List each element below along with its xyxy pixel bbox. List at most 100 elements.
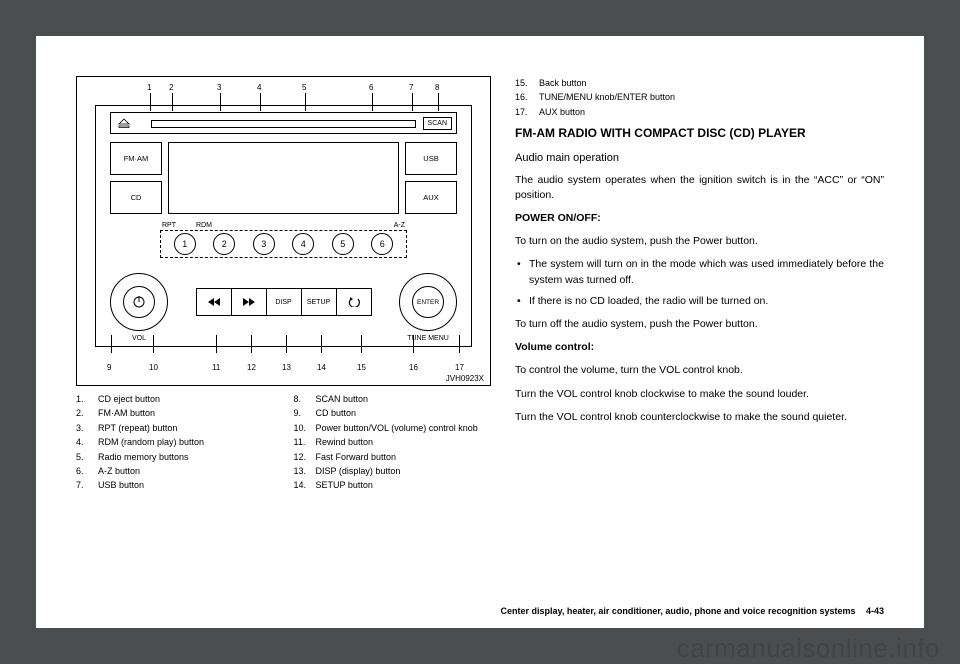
leader-line — [459, 335, 460, 353]
page-footer: Center display, heater, air conditioner,… — [76, 606, 884, 616]
legend-number: 2. — [76, 406, 92, 420]
usb-button: USB — [405, 142, 457, 175]
callout-number: 12 — [247, 363, 256, 372]
heading-power-text: POWER ON/OFF: — [515, 212, 601, 224]
callout-number: 10 — [149, 363, 158, 372]
leader-line — [413, 335, 414, 353]
left-column: 12345678 SCAN FM·AM CD USB — [76, 76, 491, 608]
legend-item: 14.SETUP button — [294, 478, 492, 492]
bullet-item: If there is no CD loaded, the radio will… — [515, 294, 884, 309]
legend-number: 10. — [294, 421, 310, 435]
legend-item: 12.Fast Forward button — [294, 450, 492, 464]
paragraph: Turn the VOL control knob clockwise to m… — [515, 387, 884, 402]
leader-line — [321, 335, 322, 353]
callout-number: 8 — [435, 83, 439, 92]
legend-item: 10.Power button/VOL (volume) control kno… — [294, 421, 492, 435]
legend-item: 9.CD button — [294, 406, 492, 420]
legend-col-2: 8.SCAN button9.CD button10.Power button/… — [294, 392, 492, 493]
heading-volume-text: Volume control: — [515, 341, 594, 353]
legend-item: 6.A-Z button — [76, 464, 274, 478]
legend-text: TUNE/MENU knob/ENTER button — [539, 90, 675, 104]
callout-number: 6 — [369, 83, 373, 92]
legend-text: DISP (display) button — [316, 464, 401, 478]
leader-line — [260, 93, 261, 111]
callout-number: 5 — [302, 83, 306, 92]
legend-continued: 15.Back button16.TUNE/MENU knob/ENTER bu… — [515, 76, 884, 119]
leader-line — [216, 335, 217, 353]
legend-number: 8. — [294, 392, 310, 406]
heading-power: POWER ON/OFF: — [515, 211, 884, 226]
az-label: A-Z — [394, 222, 405, 229]
screen-row: FM·AM CD USB AUX — [110, 142, 457, 214]
legend-number: 3. — [76, 421, 92, 435]
legend-text: CD button — [316, 406, 357, 420]
leader-line — [286, 335, 287, 353]
rdm-label: RDM — [196, 222, 212, 229]
paragraph: The audio system operates when the ignit… — [515, 173, 884, 203]
paragraph: To control the volume, turn the VOL cont… — [515, 363, 884, 378]
section-title: FM-AM RADIO WITH COMPACT DISC (CD) PLAYE… — [515, 125, 884, 142]
cd-button: CD — [110, 181, 162, 214]
legend-item: 2. FM·AM button — [76, 406, 274, 420]
vol-label: VOL — [111, 335, 167, 342]
paragraph: Turn the VOL control knob counterclockwi… — [515, 410, 884, 425]
preset-labels: RPT RDM A-Z — [160, 222, 407, 229]
legend-text: RDM (random play) button — [98, 435, 204, 449]
legend-number: 7. — [76, 478, 92, 492]
enter-button: ENTER — [412, 286, 444, 318]
legend-item: 4.RDM (random play) button — [76, 435, 274, 449]
preset-area: RPT RDM A-Z 123456 — [160, 222, 407, 258]
paragraph: To turn off the audio system, push the P… — [515, 317, 884, 332]
legend-item: 11.Rewind button — [294, 435, 492, 449]
preset-button: 6 — [371, 233, 393, 255]
callout-number: 3 — [217, 83, 221, 92]
legend-item: 16.TUNE/MENU knob/ENTER button — [515, 90, 884, 104]
callout-number: 1 — [147, 83, 151, 92]
legend-text: SETUP button — [316, 478, 373, 492]
legend-item: 3.RPT (repeat) button — [76, 421, 274, 435]
callout-number: 13 — [282, 363, 291, 372]
scan-button: SCAN — [423, 117, 452, 130]
stereo-diagram: 12345678 SCAN FM·AM CD USB — [76, 76, 491, 386]
disc-slot — [151, 120, 416, 128]
callout-number: 16 — [409, 363, 418, 372]
legend-text: A-Z button — [98, 464, 140, 478]
leader-line — [172, 93, 173, 111]
legend-number: 17. — [515, 105, 533, 119]
callout-number: 7 — [409, 83, 413, 92]
aux-button: AUX — [405, 181, 457, 214]
setup-button: SETUP — [301, 288, 337, 316]
preset-button: 1 — [174, 233, 196, 255]
bullet-item: The system will turn on in the mode whic… — [515, 257, 884, 287]
callout-number: 11 — [212, 363, 220, 372]
leader-line — [111, 335, 112, 353]
legend-item: 17.AUX button — [515, 105, 884, 119]
manual-page: 12345678 SCAN FM·AM CD USB — [36, 36, 924, 628]
legend-number: 12. — [294, 450, 310, 464]
legend-item: 13.DISP (display) button — [294, 464, 492, 478]
ffwd-icon — [231, 288, 267, 316]
legend-col-1: 1.CD eject button2.FM·AM button3.RPT (re… — [76, 392, 274, 493]
legend-text: FM·AM button — [98, 406, 155, 420]
tune-menu-label: TUNE MENU — [400, 335, 456, 342]
subsection-audio-main: Audio main operation — [515, 151, 884, 167]
legend-text: USB button — [98, 478, 144, 492]
callout-number: 2 — [169, 83, 173, 92]
legend-number: 5. — [76, 450, 92, 464]
mid-buttons: DISP SETUP — [168, 288, 399, 316]
rpt-label: RPT — [162, 222, 176, 229]
footer-text: Center display, heater, air conditioner,… — [501, 606, 856, 616]
tune-knob: ENTER TUNE MENU — [399, 273, 457, 331]
rewind-icon — [196, 288, 232, 316]
eject-icon — [115, 115, 133, 131]
preset-button: 2 — [213, 233, 235, 255]
stereo-body: SCAN FM·AM CD USB AUX RPT — [95, 105, 472, 347]
leader-line — [153, 335, 154, 353]
right-column: 15.Back button16.TUNE/MENU knob/ENTER bu… — [515, 76, 884, 608]
legend-number: 11. — [294, 435, 310, 449]
legend-item: 15.Back button — [515, 76, 884, 90]
watermark: carmanualsonline.info — [677, 633, 940, 664]
cd-slot-row: SCAN — [110, 112, 457, 134]
leader-line — [372, 93, 373, 111]
leader-line — [251, 335, 252, 353]
